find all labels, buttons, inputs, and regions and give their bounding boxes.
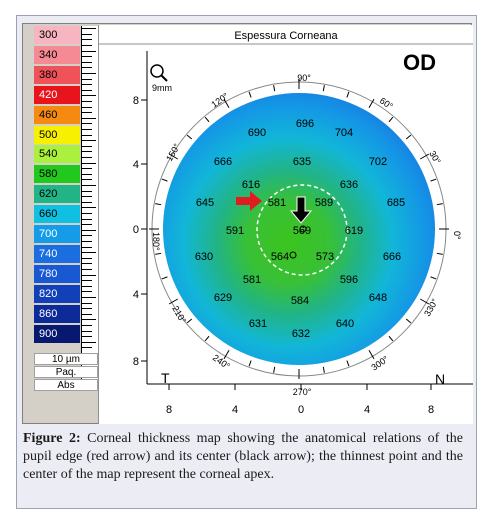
color-scale-legend: 300 340 380 420 460 500 540 580 620 660 700 740 780 8… <box>33 25 117 393</box>
thickness-value: 581 <box>268 197 286 209</box>
y-tick: 4 <box>133 159 139 171</box>
thickness-value: 696 <box>296 118 314 130</box>
map-canvas: Espessura Corneana OD 9mm <box>99 30 473 416</box>
deg-label-120: 120° <box>209 91 230 110</box>
thickness-value: 648 <box>369 292 387 304</box>
legend-swatch: 340 <box>34 45 80 64</box>
caption-label: Figure 2: <box>23 431 81 446</box>
thickness-value: 702 <box>369 156 387 168</box>
black-arrow-icon <box>289 196 313 224</box>
figure-caption: Figure 2: Corneal thickness map showing … <box>23 430 463 484</box>
corneal-thickness-map: Espessura Corneana OD 9mm <box>98 25 473 424</box>
thickness-disc <box>163 93 435 365</box>
legend-swatch: 620 <box>34 185 80 204</box>
figure-frame: 300 340 380 420 460 500 540 580 620 660 700 740 780 8… <box>16 15 477 509</box>
thickness-value: 666 <box>383 251 401 263</box>
deg-label-330: 330° <box>422 297 440 318</box>
legend-swatch: 540 <box>34 145 80 164</box>
legend-swatch: 380 <box>34 65 80 84</box>
legend-swatch: 460 <box>34 105 80 124</box>
legend-paq-label: Paq. <box>34 366 98 378</box>
thickness-value: 591 <box>226 225 244 237</box>
thickness-value: 640 <box>336 318 354 330</box>
thickness-value: 569 <box>293 225 311 237</box>
deg-label-60: 60° <box>378 95 395 111</box>
deg-label-240: 240° <box>211 352 232 371</box>
thickness-value: 685 <box>387 197 405 209</box>
legend-swatch: 420 <box>34 85 80 104</box>
legend-swatch: 700 <box>34 225 80 243</box>
thickness-value: 631 <box>249 318 267 330</box>
legend-swatch: 780 <box>34 264 80 283</box>
y-tick: 8 <box>133 356 139 368</box>
legend-swatch: 580 <box>34 165 80 184</box>
pupil-center <box>299 225 307 233</box>
thickness-value: 632 <box>292 328 310 340</box>
thickness-value: 704 <box>335 127 353 139</box>
legend-step-label: 10 µm <box>34 353 98 365</box>
deg-label-right: 0° <box>452 231 462 240</box>
x-tick: 8 <box>166 404 172 416</box>
x-tick: 8 <box>428 404 434 416</box>
legend-swatch: 900 <box>34 324 80 343</box>
deg-label-left: 180° <box>151 232 161 251</box>
legend-swatch: 860 <box>34 304 80 323</box>
thickness-value: 616 <box>242 179 260 191</box>
thickness-value: 690 <box>248 127 266 139</box>
deg-label-30: 30° <box>427 149 443 166</box>
zoom-label: 9mm <box>152 83 172 93</box>
red-arrow-icon <box>236 191 262 211</box>
thickness-value: 573 <box>316 251 334 263</box>
temporal-label: T <box>161 370 170 386</box>
y-tick: 4 <box>133 289 139 301</box>
thickness-value: 589 <box>315 197 333 209</box>
legend-swatch: 660 <box>34 205 80 224</box>
thickness-value: 596 <box>340 274 358 286</box>
x-tick: 0 <box>298 404 304 416</box>
deg-label-top: 90° <box>297 73 311 83</box>
deg-label-bottom: 270° <box>293 387 312 397</box>
legend-swatch: 300 <box>34 26 80 44</box>
topography-panel: 300 340 380 420 460 500 540 580 620 660 700 740 780 8… <box>22 23 473 424</box>
thickness-value: 645 <box>196 197 214 209</box>
legend-swatch: 820 <box>34 284 80 303</box>
pupil-edge <box>256 184 348 276</box>
map-title: Espessura Corneana <box>234 30 338 42</box>
nasal-label: N <box>435 371 445 387</box>
zoom-icon[interactable] <box>150 64 168 82</box>
thickness-value: 629 <box>214 292 232 304</box>
y-tick: 0 <box>133 224 139 236</box>
deg-label-150: 150° <box>164 142 182 163</box>
y-tick: 8 <box>133 95 139 107</box>
thickness-value: 666 <box>214 156 232 168</box>
thinnest-point <box>289 251 297 259</box>
caption-text: Corneal thickness map showing the anatom… <box>23 431 463 482</box>
legend-tick-column <box>81 26 100 385</box>
thickness-value: 619 <box>345 225 363 237</box>
thickness-value: 630 <box>195 251 213 263</box>
legend-swatch: 500 <box>34 125 80 144</box>
legend-abs-label: Abs <box>34 379 98 391</box>
thickness-value: 564 <box>271 251 289 263</box>
eye-label: OD <box>403 50 436 75</box>
legend-swatch: 740 <box>34 244 80 263</box>
thickness-value: 581 <box>243 274 261 286</box>
thickness-value: 584 <box>291 295 309 307</box>
x-tick: 4 <box>364 404 370 416</box>
x-tick: 4 <box>232 404 238 416</box>
thickness-value: 636 <box>340 179 358 191</box>
thickness-value: 635 <box>293 156 311 168</box>
